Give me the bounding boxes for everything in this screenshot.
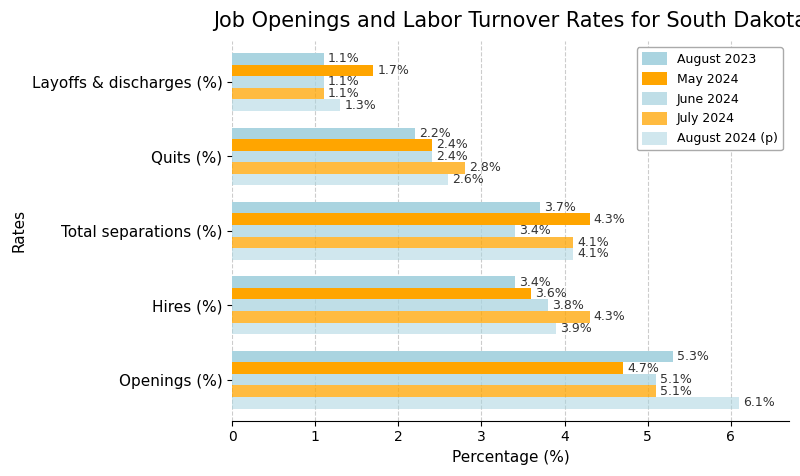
Text: 3.9%: 3.9% <box>561 322 592 335</box>
Text: 2.8%: 2.8% <box>469 161 501 174</box>
Bar <box>232 99 340 111</box>
Text: 2.6%: 2.6% <box>453 173 484 186</box>
Text: 5.1%: 5.1% <box>660 385 692 398</box>
Bar <box>232 202 540 214</box>
Text: 1.3%: 1.3% <box>345 99 376 111</box>
Bar <box>232 323 556 334</box>
Bar <box>232 88 324 99</box>
Text: 3.6%: 3.6% <box>535 287 567 300</box>
Text: 4.1%: 4.1% <box>577 236 609 249</box>
Text: 2.4%: 2.4% <box>436 139 467 151</box>
Bar <box>232 311 590 323</box>
Text: 4.3%: 4.3% <box>594 310 626 323</box>
Bar <box>232 397 739 408</box>
Bar <box>232 362 622 374</box>
Bar <box>232 214 590 225</box>
Bar <box>232 150 432 162</box>
Bar <box>232 162 465 174</box>
Bar <box>232 65 374 76</box>
Text: 1.1%: 1.1% <box>328 75 359 89</box>
Bar <box>232 277 514 288</box>
Bar <box>232 237 573 248</box>
Text: 5.1%: 5.1% <box>660 373 692 386</box>
Text: 6.1%: 6.1% <box>743 396 775 409</box>
Bar <box>232 351 673 362</box>
Legend: August 2023, May 2024, June 2024, July 2024, August 2024 (p): August 2023, May 2024, June 2024, July 2… <box>637 47 782 150</box>
Text: 2.4%: 2.4% <box>436 150 467 163</box>
Bar <box>232 299 548 311</box>
Text: 1.1%: 1.1% <box>328 87 359 100</box>
Text: 1.1%: 1.1% <box>328 52 359 65</box>
Bar <box>232 53 324 65</box>
Bar <box>232 248 573 259</box>
X-axis label: Percentage (%): Percentage (%) <box>452 450 570 465</box>
Text: 3.4%: 3.4% <box>519 276 550 288</box>
Bar <box>232 174 448 185</box>
Text: 4.3%: 4.3% <box>594 213 626 226</box>
Y-axis label: Rates: Rates <box>11 209 26 252</box>
Text: 3.4%: 3.4% <box>519 224 550 238</box>
Text: 3.8%: 3.8% <box>552 299 584 312</box>
Text: 3.7%: 3.7% <box>544 201 576 214</box>
Text: 5.3%: 5.3% <box>677 350 709 363</box>
Bar <box>232 225 514 237</box>
Bar <box>232 128 415 139</box>
Text: 1.7%: 1.7% <box>378 64 410 77</box>
Title: Job Openings and Labor Turnover Rates for South Dakota: Job Openings and Labor Turnover Rates fo… <box>214 11 800 31</box>
Text: 4.7%: 4.7% <box>627 362 658 375</box>
Bar <box>232 374 656 386</box>
Bar <box>232 76 324 88</box>
Bar <box>232 386 656 397</box>
Text: 4.1%: 4.1% <box>577 248 609 260</box>
Bar <box>232 139 432 150</box>
Bar <box>232 288 531 299</box>
Text: 2.2%: 2.2% <box>419 127 451 140</box>
